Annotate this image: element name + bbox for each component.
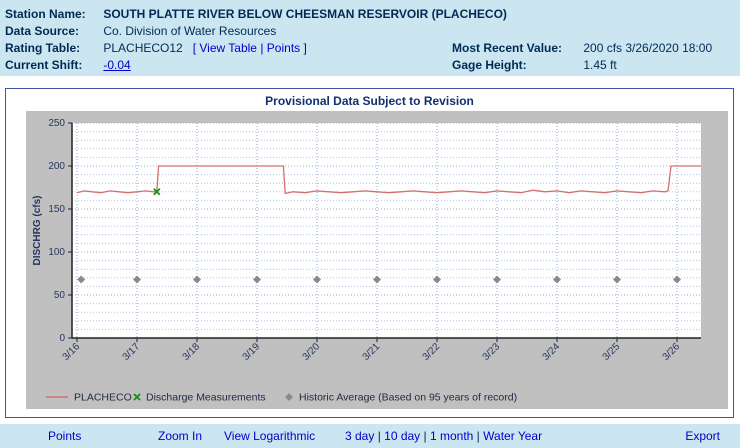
svg-text:3/21: 3/21	[361, 341, 383, 363]
svg-text:3/24: 3/24	[541, 341, 563, 363]
svg-text:3/22: 3/22	[421, 341, 443, 363]
svg-text:100: 100	[48, 247, 65, 258]
svg-text:200: 200	[48, 161, 65, 172]
svg-text:3/20: 3/20	[301, 341, 323, 363]
series-historic-average-based-on-95-years-of-record-	[77, 275, 681, 284]
discharge-chart: 0 50 100 150 200 250 3/16 3/17 3/18 3/19 3/20 3/21 3…	[32, 118, 701, 404]
rating-table-row: Rating Table: PLACHECO12 [ View Table | …	[0, 40, 740, 57]
legend-item-placheco: PLACHECO	[46, 392, 132, 404]
data-source-label: Data Source:	[5, 24, 80, 38]
link-separator: |	[260, 41, 264, 55]
view-logarithmic-link[interactable]: View Logarithmic	[224, 429, 316, 443]
series-discharge-measurements	[153, 188, 161, 196]
range-link-1-month[interactable]: 1 month	[429, 429, 474, 443]
svg-text:Historic Average (Based on 95: Historic Average (Based on 95 years of r…	[299, 392, 517, 404]
zoom-in-link[interactable]: Zoom In	[158, 429, 203, 443]
range-separator: |	[374, 429, 385, 443]
legend-item-historic-average-based-on-95-years-of-record-: Historic Average (Based on 95 years of r…	[285, 392, 517, 404]
range-link-water-year[interactable]: Water Year	[483, 429, 543, 443]
rating-table-label: Rating Table:	[5, 41, 81, 55]
svg-text:0: 0	[59, 333, 65, 344]
chart-panel: Provisional Data Subject to Revision 0 50…	[5, 88, 734, 418]
provisional-data-title: Provisional Data Subject to Revision	[265, 94, 474, 108]
most-recent-value-label: Most Recent Value:	[452, 41, 563, 55]
range-separator: |	[420, 429, 430, 443]
svg-text:250: 250	[48, 118, 65, 129]
bracket-open: [	[192, 41, 197, 55]
gage-height-group: Gage Height: 1.45 ft	[452, 57, 617, 74]
rating-table-value: PLACHECO12	[103, 41, 183, 55]
view-table-link[interactable]: View Table	[199, 41, 257, 55]
data-source-value: Co. Division of Water Resources	[103, 24, 277, 38]
gage-height-label: Gage Height:	[452, 58, 527, 72]
range-link-3-day[interactable]: 3 day	[345, 429, 375, 443]
most-recent-value: 200 cfs 3/26/2020 18:00	[583, 41, 713, 55]
footer-toolbar: Points Zoom In View Logarithmic 3 day | …	[0, 424, 740, 448]
station-header: Station Name: SOUTH PLATTE RIVER BELOW C…	[0, 0, 740, 76]
station-name-row: Station Name: SOUTH PLATTE RIVER BELOW C…	[0, 6, 740, 23]
current-shift-row: Current Shift: -0.04 Gage Height: 1.45 f…	[0, 57, 740, 74]
svg-text:3/18: 3/18	[181, 341, 203, 363]
most-recent-value-group: Most Recent Value: 200 cfs 3/26/2020 18:…	[452, 40, 712, 57]
chart-area: 0 50 100 150 200 250 3/16 3/17 3/18 3/19 3/20 3/21 3…	[26, 111, 728, 409]
legend-item-discharge-measurements: Discharge Measurements	[133, 392, 266, 404]
range-link-10-day[interactable]: 10 day	[384, 429, 421, 443]
points-footer-link[interactable]: Points	[48, 429, 82, 443]
svg-text:150: 150	[48, 204, 65, 215]
svg-text:3/23: 3/23	[481, 341, 503, 363]
svg-text:3/19: 3/19	[241, 341, 263, 363]
y-axis-label: DISCHRG (cfs)	[32, 195, 43, 265]
bracket-close: ]	[303, 41, 307, 55]
station-name-value: SOUTH PLATTE RIVER BELOW CHEESMAN RESERV…	[103, 7, 507, 21]
svg-text:3/16: 3/16	[61, 341, 83, 363]
svg-text:PLACHECO: PLACHECO	[74, 392, 132, 404]
plot-background	[72, 123, 701, 338]
time-range-links: 3 day | 10 day | 1 month | Water Year	[345, 424, 542, 448]
export-link[interactable]: Export	[685, 429, 720, 443]
points-link[interactable]: Points	[266, 41, 301, 55]
current-shift-value[interactable]: -0.04	[103, 58, 131, 72]
current-shift-label: Current Shift:	[5, 58, 83, 72]
series-placheco	[76, 165, 701, 195]
svg-text:3/25: 3/25	[601, 341, 623, 363]
svg-text:3/17: 3/17	[121, 341, 143, 363]
data-source-row: Data Source: Co. Division of Water Resou…	[0, 23, 740, 40]
svg-text:Discharge Measurements: Discharge Measurements	[146, 392, 266, 404]
svg-text:3/26: 3/26	[661, 341, 683, 363]
svg-text:50: 50	[54, 290, 66, 301]
range-separator: |	[473, 429, 484, 443]
gage-height-value: 1.45 ft	[583, 58, 617, 72]
station-name-label: Station Name:	[5, 7, 86, 21]
